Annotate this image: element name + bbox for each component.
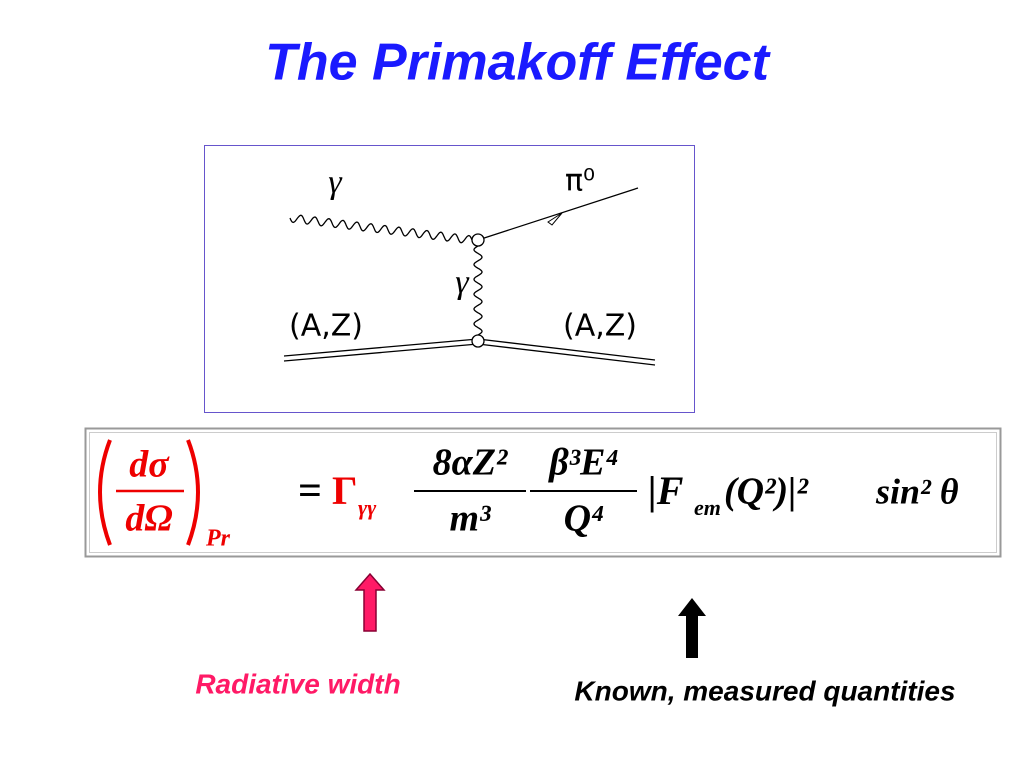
label: π⁰ [565, 164, 595, 199]
formula-text: dσ [129, 444, 170, 486]
label: γ [455, 264, 470, 301]
formula-text: γγ [358, 495, 377, 520]
annotation: Known, measured quantities [574, 675, 955, 706]
formula-text: dΩ [125, 498, 172, 540]
formula-text: m³ [450, 498, 492, 540]
formula: dσ dΩ Pr = Γ γγ 8αZ² m³ β³E⁴ Q⁴ |F em (Q… [84, 427, 1002, 558]
formula-text: β³E⁴ [547, 442, 618, 484]
arrow [354, 572, 386, 632]
arrow [678, 598, 706, 658]
formula-text: Pr [205, 526, 231, 552]
formula-text: (Q²)|² [724, 471, 810, 513]
formula-frame-inner [89, 432, 997, 553]
formula-text: Γ [332, 468, 357, 513]
formula-text: 8αZ² [433, 442, 509, 484]
vertex [471, 334, 485, 348]
diagram-frame [204, 145, 695, 413]
formula-text: |F [648, 468, 684, 513]
formula-text: em [694, 495, 721, 520]
feynman-diagram: γ π⁰ γ (A,Z) (A,Z) [204, 145, 695, 413]
label: γ [328, 164, 343, 201]
paren [186, 439, 200, 546]
photon-line [289, 214, 473, 244]
photon-line [473, 245, 483, 336]
label: (A,Z) [289, 309, 363, 344]
pion-line [477, 187, 639, 241]
formula-text: Q⁴ [564, 498, 605, 540]
pion-arrow [547, 212, 563, 226]
annotation: Radiative width [195, 668, 400, 699]
paren [98, 439, 112, 546]
title: The Primakoff Effect [265, 34, 771, 92]
label: (A,Z) [563, 309, 637, 344]
vertex [471, 233, 485, 247]
formula-text: = [298, 469, 322, 515]
formula-frame [84, 427, 1002, 558]
formula-text: sin² θ [875, 471, 959, 511]
